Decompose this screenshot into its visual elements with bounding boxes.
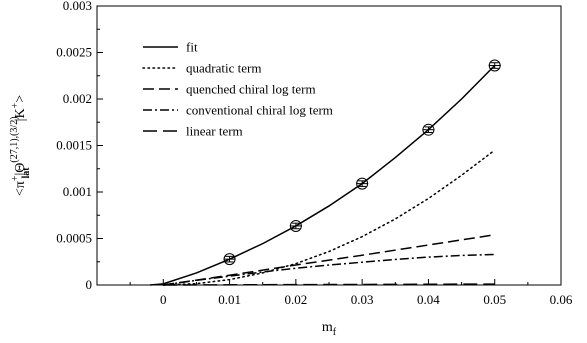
- legend: fit quadratic term quenched chiral log ter…: [142, 40, 333, 139]
- series-layer: [149, 64, 496, 286]
- y-tick-label: 0.0015: [56, 138, 92, 153]
- x-axis-label-main: m: [322, 320, 333, 335]
- axis-ticks: [97, 5, 562, 286]
- data-point: [223, 253, 236, 266]
- series-fit: [149, 64, 496, 286]
- data-point: [356, 177, 369, 190]
- legend-label: quenched chiral log term: [186, 82, 316, 97]
- y-label-suffix: >: [13, 95, 28, 103]
- y-label-sup1: +: [10, 175, 21, 181]
- y-label-sup3: +: [10, 102, 21, 108]
- x-tick-label: 0.06: [550, 292, 573, 307]
- x-tick-label: 0.04: [417, 292, 440, 307]
- x-axis-label: mf: [322, 320, 337, 338]
- y-tick-label: 0.001: [63, 184, 92, 199]
- x-tick-label: 0: [160, 292, 167, 307]
- y-label-sub2: lat: [21, 167, 32, 179]
- x-tick-label: 0.01: [218, 292, 241, 307]
- y-tick-label: 0: [86, 277, 93, 292]
- y-label-mid2: |K: [13, 108, 28, 121]
- x-axis-label-sub: f: [333, 327, 337, 338]
- y-tick-label: 0.002: [63, 91, 92, 106]
- y-tick-label: 0.0005: [56, 231, 92, 246]
- series-conventional-chiral-log-term: [163, 253, 495, 286]
- series-linear-term: [163, 283, 495, 286]
- legend-label: quadratic term: [186, 61, 261, 76]
- legend-label: conventional chiral log term: [186, 103, 333, 118]
- tick-labels: 0 0.01 0.02 0.03 0.04 0.05 0.06 0 0.0005 0.001 0.0…: [56, 0, 573, 307]
- y-tick-label: 0.0025: [56, 45, 92, 60]
- legend-label: fit: [186, 40, 198, 55]
- y-tick-label: 0.003: [63, 0, 92, 13]
- series-quenched-chiral-log-term: [163, 234, 495, 286]
- y-label-sup2: (27,1),(3/2): [9, 116, 20, 162]
- series-quadratic-term: [162, 149, 496, 286]
- plot-frame: [96, 5, 562, 286]
- legend-label: linear term: [186, 124, 243, 139]
- x-tick-label: 0.02: [284, 292, 307, 307]
- y-axis-label: <π+|Θ(27,1),(3/2)lat|K+>: [9, 95, 32, 196]
- y-label-mid: |Θ: [13, 163, 28, 176]
- x-tick-label: 0.03: [351, 292, 374, 307]
- data-point: [289, 219, 302, 232]
- plot-area: [96, 5, 562, 286]
- x-tick-label: 0.05: [483, 292, 506, 307]
- data-points: [223, 59, 501, 266]
- y-label-prefix: <π: [13, 181, 28, 196]
- data-point: [422, 123, 435, 136]
- data-point: [488, 59, 501, 72]
